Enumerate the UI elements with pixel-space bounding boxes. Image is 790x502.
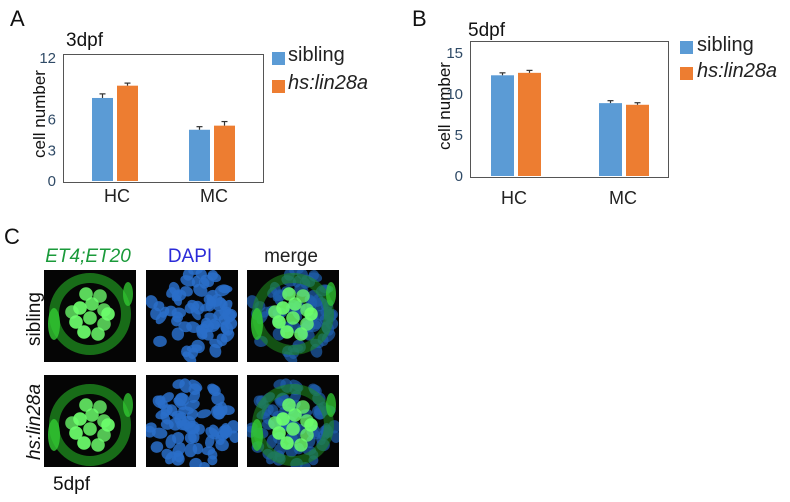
chart-b-bar-mc-lin28a — [626, 104, 649, 176]
panel-letter-b: B — [412, 6, 427, 31]
chart-a-bar-hc-lin28a — [117, 85, 138, 181]
col-label-et4-et20: ET4;ET20 — [45, 246, 131, 267]
chart-a-ytick-6: 6 — [48, 112, 56, 129]
legend-a-sibling-label: sibling — [288, 44, 345, 66]
chart-b-ytick-0: 0 — [455, 168, 463, 185]
chart-a-ytick-0: 0 — [48, 173, 56, 190]
stage-label: 5dpf — [53, 474, 90, 495]
panel-letter-c: C — [4, 224, 20, 249]
chart-b-errorbar-mc-sibling — [607, 100, 614, 104]
chart-a-errorbar-mc-sibling — [196, 126, 203, 130]
legend-b-lin28a-swatch — [680, 67, 693, 80]
image-sibling-dapi — [146, 270, 238, 362]
chart-b-plot: 0 5 10 15 — [446, 45, 649, 185]
chart-a-xtick-mc: MC — [200, 186, 228, 206]
legend-a-sibling-swatch — [272, 52, 285, 65]
chart-a-errorbar-mc-lin28a — [221, 120, 228, 126]
chart-b-xtick-mc: MC — [609, 188, 637, 208]
image-lin28a-green — [44, 375, 136, 467]
legend-a-lin28a-label: hs:lin28a — [288, 72, 369, 94]
chart-b-ytick-15: 15 — [446, 45, 463, 62]
chart-a-ytick-3: 3 — [48, 142, 56, 159]
row-label-lin28a: hs:lin28a — [24, 383, 45, 461]
chart-b-title: 5dpf — [468, 20, 505, 41]
chart-a-plot: 0 3 6 12 — [39, 50, 235, 190]
image-lin28a-dapi — [146, 375, 238, 467]
image-lin28a-merge — [247, 375, 339, 467]
chart-b-ytick-5: 5 — [455, 127, 463, 144]
legend-b-sibling-swatch — [680, 41, 693, 54]
chart-a-ytick-12: 12 — [39, 50, 56, 67]
chart-b-errorbar-mc-lin28a — [634, 102, 641, 105]
legend-b-sibling-label: sibling — [697, 34, 754, 56]
chart-a-title: 3dpf — [66, 30, 103, 51]
chart-b-xtick-hc: HC — [501, 188, 527, 208]
chart-a-xtick-hc: HC — [104, 186, 130, 206]
chart-a-bar-mc-sibling — [189, 129, 210, 181]
image-sibling-merge — [247, 270, 339, 362]
col-label-merge: merge — [264, 246, 318, 267]
chart-b-bar-hc-lin28a — [518, 72, 541, 176]
image-sibling-green — [44, 270, 136, 362]
chart-a-errorbar-hc-sibling — [99, 93, 106, 98]
chart-a-bar-mc-lin28a — [214, 125, 235, 181]
legend-b-lin28a-label: hs:lin28a — [697, 60, 778, 82]
col-label-dapi: DAPI — [167, 246, 213, 267]
chart-b-errorbar-hc-sibling — [499, 72, 506, 76]
chart-a-errorbar-hc-lin28a — [124, 82, 131, 86]
chart-b-bar-mc-sibling — [599, 103, 622, 176]
panel-letter-a: A — [10, 6, 25, 31]
chart-b-ytick-10: 10 — [446, 86, 463, 103]
row-label-sibling: sibling — [24, 292, 45, 346]
chart-b-errorbar-hc-lin28a — [526, 69, 533, 73]
legend-a-lin28a-swatch — [272, 80, 285, 93]
chart-b-bar-hc-sibling — [491, 75, 514, 176]
chart-a-bar-hc-sibling — [92, 97, 113, 181]
